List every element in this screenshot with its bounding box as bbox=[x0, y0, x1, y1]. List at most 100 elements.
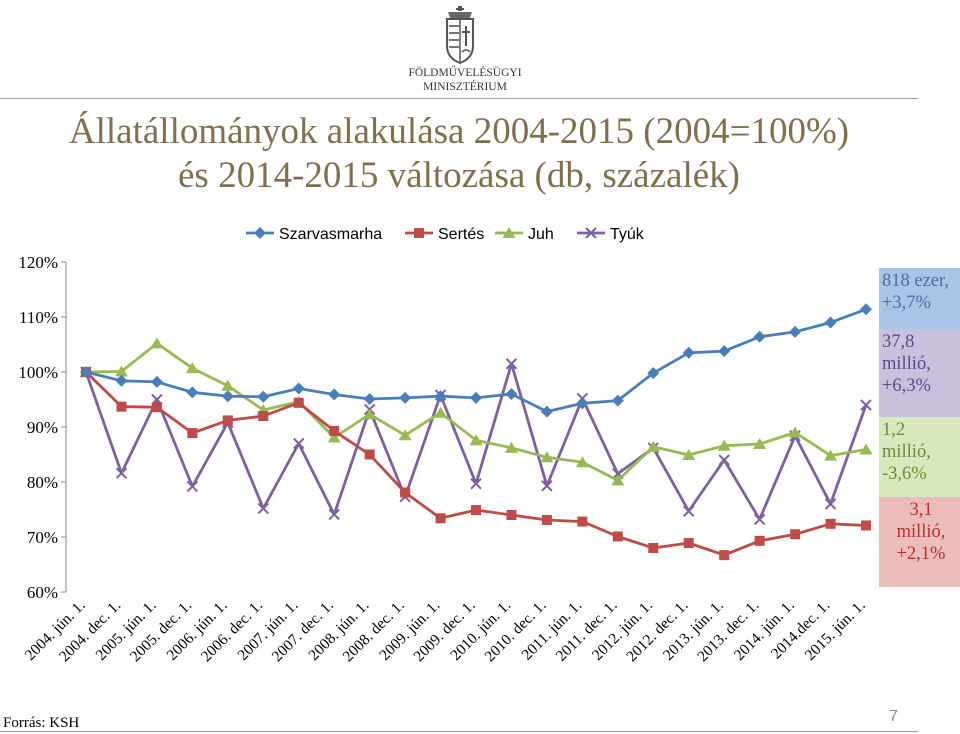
line-chart: 60%70%80%90%100%110%120%2004. jún. 1.200… bbox=[18, 226, 873, 665]
title-line1: Állatállományok alakulása 2004-2015 (200… bbox=[68, 111, 850, 152]
y-tick-label: 120% bbox=[18, 253, 58, 272]
data-point bbox=[789, 325, 802, 338]
series-line bbox=[85, 341, 867, 482]
data-point bbox=[611, 474, 625, 486]
data-point bbox=[753, 513, 766, 526]
series-juh bbox=[79, 337, 873, 486]
data-point bbox=[186, 480, 199, 493]
data-point bbox=[398, 429, 412, 441]
legend-label: Sertés bbox=[438, 226, 484, 243]
data-point bbox=[150, 375, 163, 388]
legend-item: Szarvasmarha bbox=[246, 226, 382, 243]
change-box: 3,1 millió, +2,1% bbox=[879, 497, 960, 587]
data-point bbox=[861, 520, 871, 531]
data-point bbox=[471, 505, 481, 516]
data-point bbox=[824, 316, 837, 329]
data-point bbox=[753, 438, 767, 450]
data-point bbox=[824, 449, 838, 461]
data-point bbox=[363, 408, 377, 420]
change-box-text: millió, bbox=[896, 522, 946, 542]
y-tick-label: 100% bbox=[18, 363, 58, 382]
y-tick-label: 70% bbox=[27, 528, 58, 547]
data-point bbox=[254, 227, 266, 239]
change-box: 37,8 millió, +6,3% bbox=[879, 329, 960, 417]
change-box-text: 3,1 bbox=[909, 500, 933, 520]
data-point bbox=[257, 390, 270, 403]
data-point bbox=[718, 345, 731, 358]
data-point bbox=[434, 406, 448, 418]
footer-divider bbox=[0, 731, 918, 732]
data-point bbox=[790, 529, 801, 540]
data-point bbox=[364, 449, 375, 460]
coat-of-arms-icon: FÖLDMŰVELÉSÜGYI MINISZTÉRIUM bbox=[408, 6, 522, 93]
data-point bbox=[400, 487, 411, 498]
data-point bbox=[414, 228, 424, 238]
change-box-text: +2,1% bbox=[896, 544, 946, 564]
data-point bbox=[328, 508, 340, 521]
source-note: Forrás: KSH bbox=[3, 715, 80, 731]
data-point bbox=[329, 425, 340, 436]
legend-label: Juh bbox=[528, 226, 554, 243]
data-point bbox=[469, 434, 483, 446]
series-szarvasmarha bbox=[80, 303, 872, 418]
change-box-text: +3,7% bbox=[882, 293, 931, 313]
data-point bbox=[824, 498, 837, 510]
data-point bbox=[682, 346, 695, 359]
data-point bbox=[648, 543, 659, 553]
data-point bbox=[293, 437, 305, 450]
data-point bbox=[860, 303, 872, 316]
ministry-logo: FÖLDMŰVELÉSÜGYI MINISZTÉRIUM bbox=[400, 2, 530, 94]
data-point bbox=[502, 227, 516, 238]
data-point bbox=[585, 227, 597, 239]
header-divider bbox=[0, 98, 918, 99]
change-box-text: +6,3% bbox=[882, 376, 931, 396]
data-point bbox=[718, 454, 730, 466]
change-box-text: -3,6% bbox=[882, 464, 927, 484]
change-box: 1,2 millió, -3,6% bbox=[879, 417, 960, 497]
data-point bbox=[647, 367, 660, 380]
data-point bbox=[682, 449, 696, 461]
data-point bbox=[506, 510, 517, 520]
change-box-text: 818 ezer, bbox=[882, 271, 950, 291]
data-point bbox=[540, 405, 553, 418]
org-name-line1: FÖLDMŰVELÉSÜGYI bbox=[408, 65, 521, 79]
data-point bbox=[575, 456, 589, 468]
data-point bbox=[612, 531, 623, 542]
data-point bbox=[187, 428, 198, 439]
data-point bbox=[541, 514, 552, 525]
data-point bbox=[80, 366, 92, 378]
data-point bbox=[114, 365, 128, 377]
legend-item: Juh bbox=[495, 226, 554, 243]
data-point bbox=[683, 505, 695, 517]
data-point bbox=[754, 535, 765, 546]
data-point bbox=[504, 441, 518, 453]
change-box: 818 ezer, +3,7% bbox=[879, 268, 960, 329]
data-point bbox=[435, 513, 446, 524]
data-point bbox=[292, 382, 305, 395]
data-point bbox=[860, 399, 872, 411]
legend-item: Sertés bbox=[405, 226, 484, 243]
data-point bbox=[717, 439, 731, 451]
data-point bbox=[434, 390, 447, 403]
data-point bbox=[150, 337, 164, 349]
data-point bbox=[611, 394, 624, 407]
data-point bbox=[115, 374, 128, 387]
data-point bbox=[399, 391, 412, 404]
y-tick-label: 80% bbox=[27, 473, 58, 492]
data-point bbox=[221, 379, 235, 391]
data-point bbox=[540, 451, 554, 463]
page-title: Állatállományok alakulása 2004-2015 (200… bbox=[0, 110, 918, 198]
data-point bbox=[505, 388, 518, 400]
org-name-line2: MINISZTÉRIUM bbox=[423, 79, 507, 93]
change-box-text: millió, bbox=[882, 354, 931, 374]
data-point bbox=[576, 397, 589, 410]
data-point bbox=[470, 477, 482, 490]
data-point bbox=[788, 426, 802, 438]
change-box-text: millió, bbox=[882, 442, 931, 462]
data-point bbox=[327, 431, 341, 443]
data-point bbox=[541, 480, 553, 492]
data-point bbox=[293, 397, 304, 408]
data-point bbox=[683, 538, 694, 549]
data-point bbox=[115, 467, 128, 479]
data-point bbox=[825, 518, 836, 529]
